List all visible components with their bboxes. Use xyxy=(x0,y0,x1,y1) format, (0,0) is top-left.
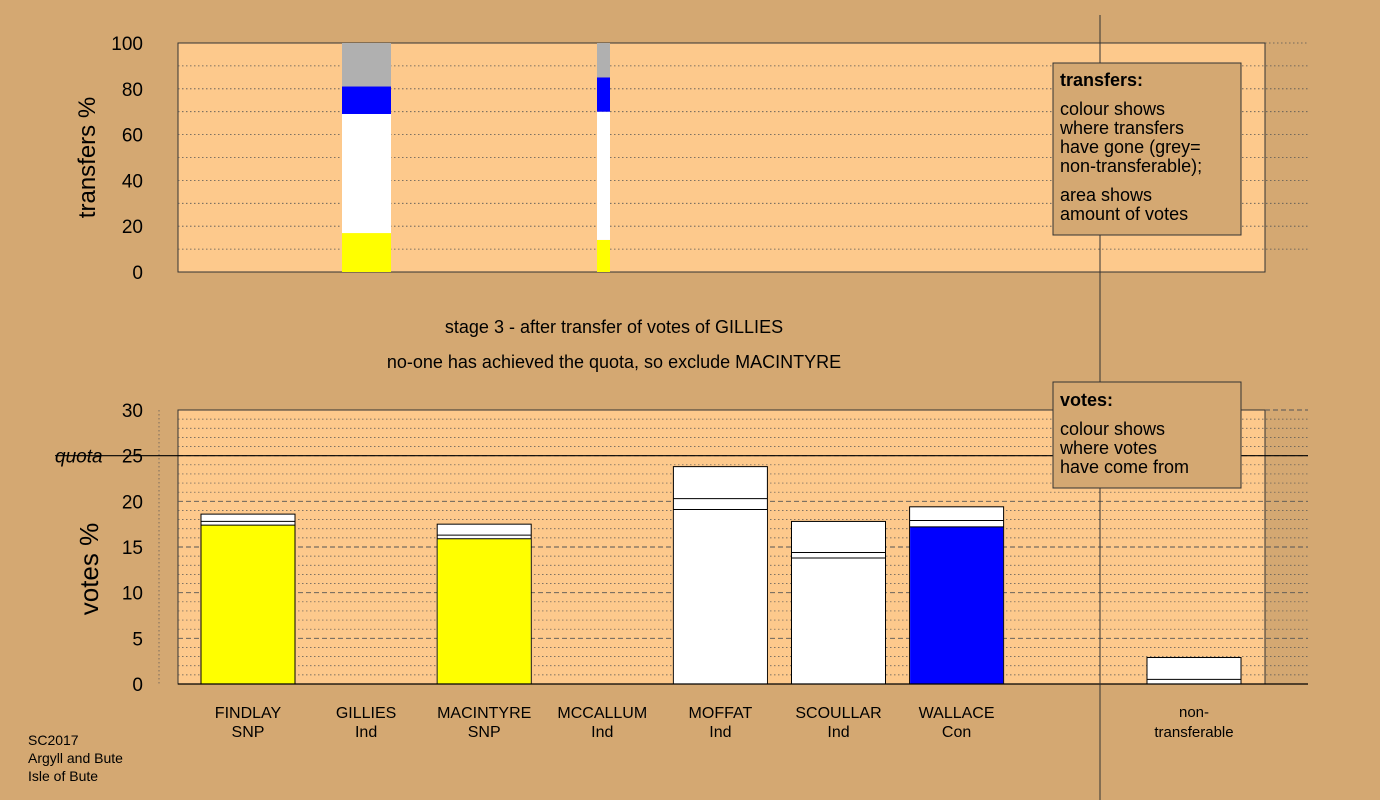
votes-legend-line: have come from xyxy=(1060,457,1189,477)
transfer-bar-segment xyxy=(342,86,391,114)
status-caption: no-one has achieved the quota, so exclud… xyxy=(387,352,841,372)
vote-bar-base xyxy=(910,526,1004,684)
transfer-bar-segment xyxy=(597,111,610,240)
transfer-bar-segment xyxy=(342,113,391,234)
candidate-party-label: Ind xyxy=(591,724,613,741)
votes-legend: votes: colour shows where votes have com… xyxy=(1052,381,1242,489)
votes-plot: 0 5 10 15 20 25 30 votes % quota FINDLAY SNP GILLIE… xyxy=(55,401,1308,741)
candidate-name-label: MOFFAT xyxy=(689,705,753,722)
vote-bar-base xyxy=(673,509,767,684)
transfers-y-axis-label: transfers % xyxy=(74,97,101,218)
candidate-name-label: GILLIES xyxy=(336,705,396,722)
non-transferable-label: transferable xyxy=(1154,724,1233,741)
footer-line: Argyll and Bute xyxy=(28,750,123,766)
transfers-legend-line: colour shows xyxy=(1060,99,1165,119)
candidate-party-label: SNP xyxy=(468,724,501,741)
votes-y-tick-label: 15 xyxy=(122,538,143,559)
transfers-legend: transfers: colour shows where transfers … xyxy=(1052,62,1242,236)
candidate-party-label: Ind xyxy=(355,724,377,741)
vote-bar-base xyxy=(792,557,885,684)
candidate-name-label: FINDLAY xyxy=(215,705,282,722)
transfer-bar-segment xyxy=(342,43,391,87)
transfer-bar-segment xyxy=(342,233,391,272)
transfers-legend-title: transfers: xyxy=(1060,70,1143,90)
quota-label: quota xyxy=(55,447,103,468)
transfers-y-tick-label: 100 xyxy=(111,34,143,55)
transfers-y-tick-label: 0 xyxy=(132,263,143,284)
candidate-name-label: WALLACE xyxy=(919,705,995,722)
candidate-name-label: SCOULLAR xyxy=(795,705,881,722)
votes-y-axis-label: votes % xyxy=(74,523,104,616)
candidate-name-label: MACINTYRE xyxy=(437,705,531,722)
non-transferable-label: non- xyxy=(1179,704,1209,721)
votes-y-tick-label: 20 xyxy=(122,492,143,513)
transfers-y-tick-label: 40 xyxy=(122,171,143,192)
stage-caption: stage 3 - after transfer of votes of GIL… xyxy=(445,317,783,337)
candidate-party-label: Con xyxy=(942,724,971,741)
votes-legend-title: votes: xyxy=(1060,390,1113,410)
transfers-y-tick-label: 80 xyxy=(122,80,143,101)
footer-line: Isle of Bute xyxy=(28,768,98,784)
transfer-bar-segment xyxy=(597,77,610,112)
candidate-party-label: Ind xyxy=(709,724,731,741)
transfer-bar-segment xyxy=(597,43,610,78)
votes-legend-line: colour shows xyxy=(1060,419,1165,439)
candidate-party-label: Ind xyxy=(827,724,849,741)
transfers-legend-line: area shows xyxy=(1060,185,1152,205)
transfers-legend-line: non-transferable); xyxy=(1060,156,1202,176)
transfers-legend-box xyxy=(1052,62,1242,236)
votes-y-tick-label: 10 xyxy=(122,584,143,605)
transfers-y-tick-label: 20 xyxy=(122,217,143,238)
footer-line: SC2017 xyxy=(28,732,79,748)
transfers-y-tick-label: 60 xyxy=(122,126,143,147)
transfer-bar-segment xyxy=(597,239,610,272)
non-transferable-bar xyxy=(1146,657,1242,685)
votes-y-tick-label: 0 xyxy=(132,675,143,696)
votes-y-tick-label: 25 xyxy=(122,447,143,468)
transfers-legend-line: have gone (grey= xyxy=(1060,137,1201,157)
transfers-legend-line: where transfers xyxy=(1059,118,1184,138)
candidate-party-label: SNP xyxy=(232,724,265,741)
votes-legend-box xyxy=(1052,381,1242,489)
votes-y-tick-label: 30 xyxy=(122,401,143,422)
candidate-name-label: MCCALLUM xyxy=(557,705,647,722)
votes-legend-line: where votes xyxy=(1059,438,1157,458)
votes-y-tick-label: 5 xyxy=(132,629,143,650)
vote-bar-base xyxy=(437,538,531,684)
transfers-legend-line: amount of votes xyxy=(1060,204,1188,224)
vote-bar-base xyxy=(201,525,295,684)
